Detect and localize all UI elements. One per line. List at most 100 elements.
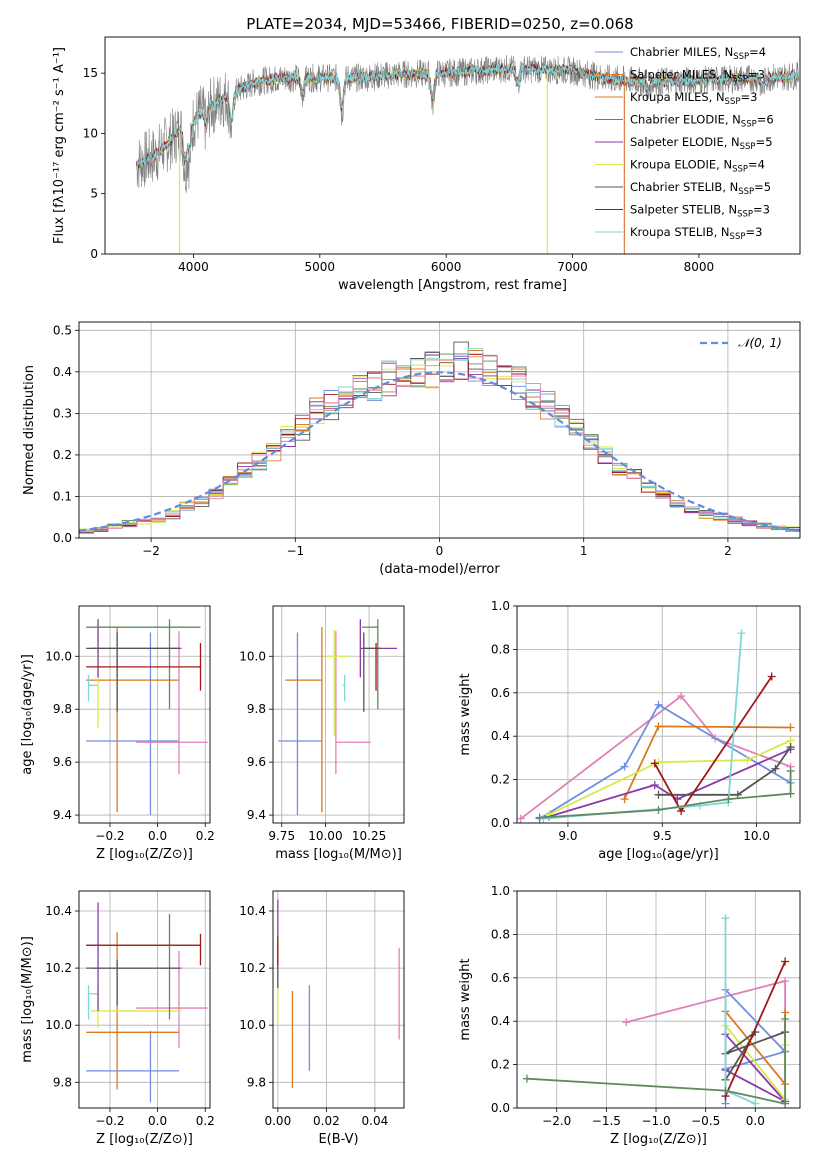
spectrum-axes: 4000 5000 6000 7000 8000 0 5 10 15 wavelength [An… <box>52 36 801 293</box>
errorbar-point <box>87 985 99 1020</box>
mass_vs_Z-ylabel: mass [log₁₀(M/M⊙)] <box>20 936 35 1063</box>
mass-weight-series-line <box>623 725 791 800</box>
mass-weight-series-line <box>724 961 786 1097</box>
mass-weight-marker <box>654 758 663 767</box>
mass-weight-marker <box>654 805 663 814</box>
errorbar-point <box>87 674 99 702</box>
errorbar-point <box>86 627 180 813</box>
weight_vs_age-ytick-label: 0.4 <box>491 729 510 743</box>
mass_vs_Z-xtick-label: −0.2 <box>95 1114 124 1128</box>
age_vs_Z-ytick-label: 9.8 <box>53 702 72 716</box>
residuals-ytick-label: 0.1 <box>53 489 72 503</box>
residuals-xtick-label: −2 <box>142 544 160 558</box>
mass-weight-marker <box>539 814 548 823</box>
spectrum-xtick-label: 5000 <box>305 260 336 274</box>
weight_vs_age-xtick-label: 10.0 <box>743 829 770 843</box>
mass-weight-series-line <box>658 746 792 796</box>
mass-weight-marker <box>751 1099 760 1108</box>
mass-weight-marker <box>650 781 659 790</box>
mass_vs_Z-frame <box>78 890 211 1109</box>
mass-weight-marker <box>743 756 752 765</box>
normal-distribution-curve <box>79 371 800 532</box>
age_vs_Z-axes: −0.2 0.0 0.2 9.4 9.6 9.8 10.0 Z [log₁₀(Z/Z⊙)] ag… <box>20 605 215 862</box>
errorbar-point <box>342 674 346 702</box>
weight_vs_Z-ytick-label: 0.4 <box>491 1014 510 1028</box>
model-spectrum-line <box>136 63 799 170</box>
weight_vs_age-xlabel: age [log₁₀(age/yr)] <box>598 847 719 862</box>
residuals-ytick-label: 0.3 <box>53 406 72 420</box>
residuals-ytick-label: 0.0 <box>53 531 72 545</box>
weight_vs_Z-ytick-label: 1.0 <box>491 884 510 898</box>
age_vs_Z-ytick-label: 10.0 <box>45 649 72 663</box>
age_vs_Z-xtick-label: −0.2 <box>95 829 124 843</box>
mass-weight-marker <box>654 722 663 731</box>
age_vs_mass-xtick-label: 10.00 <box>308 829 342 843</box>
residuals-ytick-label: 0.2 <box>53 448 72 462</box>
mass-weight-marker <box>767 672 776 681</box>
weight_vs_Z-ylabel: mass weight <box>458 958 473 1040</box>
spectrum-ytick-label: 10 <box>83 126 98 140</box>
residuals-xtick-label: 1 <box>580 544 588 558</box>
weight_vs_age-ytick-label: 0.2 <box>491 773 510 787</box>
weight_vs_Z-ytick-label: 0.0 <box>491 1101 510 1115</box>
errorbar-point <box>86 1030 180 1103</box>
mass_vs_ebv-ytick-label: 10.0 <box>239 1018 266 1032</box>
weight_vs_age-ytick-label: 0.8 <box>491 642 510 656</box>
spectrum-xtick-label: 8000 <box>684 260 715 274</box>
mass_vs_Z-xlabel: Z [log₁₀(Z/Z⊙)] <box>96 1132 193 1147</box>
mass_vs_ebv-plot-area <box>277 899 400 1089</box>
weight_vs_Z-xtick-label: −0.5 <box>691 1114 720 1128</box>
age_vs_Z-ylabel: age [log₁₀(age/yr)] <box>20 654 35 775</box>
mass-weight-marker <box>786 743 795 752</box>
spectrum-ytick-label: 0 <box>90 247 98 261</box>
age_vs_mass-xtick-label: 10.25 <box>352 829 386 843</box>
mass-weight-marker <box>786 766 795 775</box>
residuals-xtick-label: −1 <box>286 544 304 558</box>
legend-entry: 𝒩(0, 1) <box>738 336 782 350</box>
errorbar-point <box>90 621 182 728</box>
weight_vs_Z-plot-area <box>522 914 790 1108</box>
mass-weight-series-line <box>653 675 773 813</box>
mass_vs_ebv-xtick-label: 0.04 <box>362 1114 389 1128</box>
mass_vs_ebv-ytick-label: 10.2 <box>239 961 266 975</box>
residuals-xtick-label: 0 <box>436 544 444 558</box>
weight_vs_age-xtick-label: 9.5 <box>653 829 672 843</box>
weight_vs_Z-xtick-label: −1.0 <box>641 1114 670 1128</box>
mass_vs_Z-ytick-label: 9.8 <box>53 1075 72 1089</box>
legend-entry: Chabrier ELODIE, NSSP=6 <box>630 113 774 130</box>
mass-weight-marker <box>781 1015 790 1024</box>
mass-weight-marker <box>781 1099 790 1108</box>
mass_vs_ebv-ytick-label: 9.8 <box>247 1075 266 1089</box>
legend-entry: Chabrier MILES, NSSP=4 <box>630 45 766 62</box>
errorbar-point <box>86 632 180 816</box>
mass-weight-marker <box>654 790 663 799</box>
figure-title: PLATE=2034, MJD=53466, FIBERID=0250, z=0… <box>246 15 633 33</box>
mass-weight-series-line <box>724 1031 786 1081</box>
mass-weight-marker <box>721 1086 730 1095</box>
mass-weight-marker <box>650 759 659 768</box>
spectrum-plot-area <box>136 54 799 254</box>
age_vs_Z-xtick-label: 0.0 <box>148 829 167 843</box>
legend-entry: Chabrier STELIB, NSSP=5 <box>630 180 771 197</box>
weight_vs_age-ytick-label: 0.0 <box>491 816 510 830</box>
spectrum-ytick-label: 15 <box>83 66 98 80</box>
mass_vs_ebv-xtick-label: 0.00 <box>264 1114 291 1128</box>
weight_vs_Z-xlabel: Z [log₁₀(Z/Z⊙)] <box>610 1132 707 1147</box>
mass-weight-marker <box>522 1074 531 1083</box>
weight_vs_age-ytick-label: 1.0 <box>491 599 510 613</box>
age_vs_mass-frame <box>272 605 405 824</box>
weight_vs_Z-xtick-label: −2.0 <box>542 1114 571 1128</box>
spectrum-xtick-label: 7000 <box>557 260 588 274</box>
weight_vs_age-xtick-label: 9.0 <box>558 829 577 843</box>
weight_vs_Z-ytick-label: 0.6 <box>491 971 510 985</box>
spectrum-ylabel: Flux [fλ10⁻¹⁷ erg cm⁻² s⁻¹ A⁻¹] <box>52 47 67 244</box>
errorbar-point <box>278 632 322 816</box>
legend-entry: Kroupa ELODIE, NSSP=4 <box>630 158 765 175</box>
mass-weight-marker <box>620 762 629 771</box>
mass-weight-series-line <box>520 694 791 820</box>
mass-weight-series-line <box>548 739 791 816</box>
mass-weight-marker <box>721 914 730 923</box>
mass-weight-marker <box>535 813 544 822</box>
mass-weight-marker <box>737 629 746 638</box>
